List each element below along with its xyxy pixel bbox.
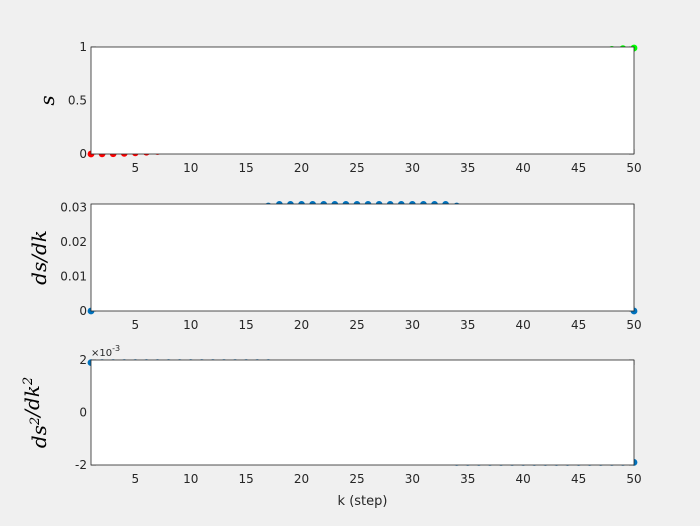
y-tick-label: 1 bbox=[79, 40, 87, 54]
x-tick-label: 50 bbox=[626, 318, 641, 332]
y-tick-label: 0 bbox=[79, 304, 87, 318]
x-tick-label: 15 bbox=[239, 472, 254, 486]
y-tick-label: -2 bbox=[75, 458, 87, 472]
x-tick-label: 25 bbox=[349, 318, 364, 332]
superscript: 2 bbox=[28, 417, 43, 426]
superscript: 2 bbox=[21, 377, 36, 386]
exponent-base: ×10 bbox=[91, 348, 112, 359]
y-tick-label: 2 bbox=[79, 353, 87, 367]
y-exponent-label: ×10-3 bbox=[91, 344, 120, 359]
x-tick-label: 50 bbox=[626, 161, 641, 175]
exponent-power: -3 bbox=[112, 344, 120, 353]
y-tick-label: 0.03 bbox=[60, 200, 87, 214]
x-tick-label: 45 bbox=[571, 472, 586, 486]
x-tick-label: 5 bbox=[132, 161, 140, 175]
x-tick-label: 40 bbox=[516, 472, 531, 486]
label-part: /dk bbox=[20, 385, 44, 419]
x-tick-label: 10 bbox=[183, 318, 198, 332]
y-tick-label: 0.02 bbox=[60, 235, 87, 249]
x-tick-label: 35 bbox=[460, 472, 475, 486]
label-part: ds bbox=[27, 425, 51, 448]
x-axis-label: k (step) bbox=[338, 494, 388, 509]
x-tick-label: 30 bbox=[405, 318, 420, 332]
x-tick-label: 35 bbox=[460, 318, 475, 332]
y-tick-label: 0 bbox=[79, 147, 87, 161]
x-tick-label: 30 bbox=[405, 472, 420, 486]
subplot-1: 5 10 15 20 25 30 35 40 45 50 0 0.5 1 s bbox=[35, 40, 642, 175]
x-tick-label: 15 bbox=[239, 318, 254, 332]
x-tick-label: 25 bbox=[349, 161, 364, 175]
x-tick-label: 25 bbox=[349, 472, 364, 486]
x-tick-label: 30 bbox=[405, 161, 420, 175]
y-axis-label: ds/dk bbox=[27, 230, 51, 285]
axes-frame bbox=[90, 46, 635, 155]
x-tick-label: 5 bbox=[132, 472, 140, 486]
axes-frame bbox=[90, 359, 635, 466]
x-tick-label: 20 bbox=[294, 161, 309, 175]
x-tick-label: 45 bbox=[571, 318, 586, 332]
subplot-2: 5 10 15 20 25 30 35 40 45 50 0 0.01 0.02 0.03 ds/dk bbox=[27, 200, 642, 332]
x-tick-label: 15 bbox=[239, 161, 254, 175]
y-tick-label: 0.01 bbox=[60, 269, 87, 283]
x-tick-label: 20 bbox=[294, 472, 309, 486]
x-tick-label: 35 bbox=[460, 161, 475, 175]
y-tick-label: 0 bbox=[79, 406, 87, 420]
x-tick-label: 50 bbox=[626, 472, 641, 486]
x-tick-label: 5 bbox=[132, 318, 140, 332]
x-tick-label: 45 bbox=[571, 161, 586, 175]
x-tick-label: 40 bbox=[516, 161, 531, 175]
y-tick-label: 0.5 bbox=[68, 94, 87, 108]
y-axis-label: s bbox=[35, 95, 59, 105]
axes-frame bbox=[90, 203, 635, 312]
y-axis-label: ds2/dk2 bbox=[20, 377, 51, 448]
x-tick-label: 10 bbox=[183, 472, 198, 486]
x-tick-label: 20 bbox=[294, 318, 309, 332]
x-tick-label: 10 bbox=[183, 161, 198, 175]
x-tick-label: 40 bbox=[516, 318, 531, 332]
